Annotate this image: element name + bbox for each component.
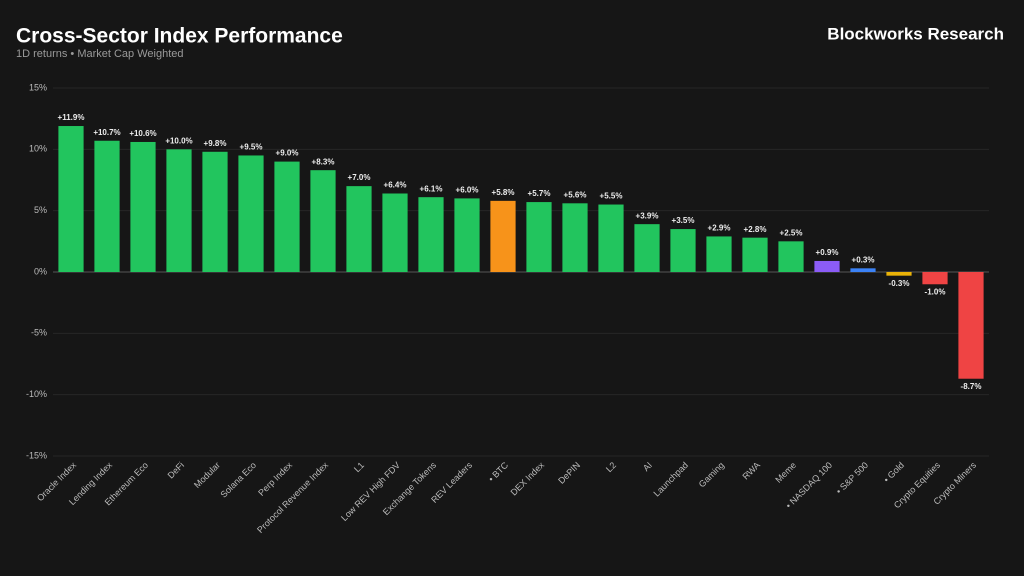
bar (670, 229, 696, 272)
bar (274, 161, 300, 272)
value-label: +3.9% (636, 211, 659, 220)
value-label: +8.3% (312, 157, 335, 166)
value-label: +2.5% (780, 228, 803, 237)
value-label: +10.6% (129, 129, 156, 138)
bar (94, 140, 120, 272)
chart-subtitle: 1D returns • Market Cap Weighted (16, 48, 184, 60)
bar (850, 268, 876, 272)
value-label: +2.8% (744, 225, 767, 234)
value-label: +6.4% (384, 181, 407, 190)
value-label: +7.0% (348, 173, 371, 182)
bar (346, 186, 372, 272)
bar (526, 202, 552, 272)
bar (778, 241, 804, 272)
value-label: +5.6% (564, 190, 587, 199)
bar (598, 204, 624, 272)
value-label: +10.0% (165, 136, 192, 145)
bar (418, 197, 444, 272)
bar (958, 272, 984, 379)
value-label: +3.5% (672, 216, 695, 225)
value-label: +5.8% (492, 188, 515, 197)
bar (562, 203, 588, 272)
value-label: +9.8% (204, 139, 227, 148)
brand: Blockworks Research (827, 24, 1004, 43)
bar (634, 224, 660, 272)
bar (706, 236, 732, 272)
bar (238, 155, 264, 272)
y-tick-label: 0% (34, 266, 47, 276)
y-tick-label: -15% (26, 450, 47, 460)
value-label: +9.5% (240, 143, 263, 152)
value-label: +6.0% (456, 186, 479, 195)
y-tick-label: 10% (29, 144, 47, 154)
bar (886, 272, 912, 276)
bar (922, 272, 948, 285)
value-label: -0.3% (889, 279, 910, 288)
value-label: +10.7% (93, 128, 120, 137)
value-label: -1.0% (925, 287, 946, 296)
bar (814, 260, 840, 272)
bar (166, 149, 192, 272)
y-tick-label: -5% (31, 328, 47, 338)
value-label: +11.9% (58, 113, 85, 122)
bar (58, 126, 84, 272)
value-label: +5.5% (600, 192, 623, 201)
chart-title: Cross-Sector Index Performance (16, 25, 343, 48)
bar (130, 141, 156, 272)
bar (310, 170, 336, 272)
value-label: +0.9% (816, 248, 839, 257)
value-label: +5.7% (528, 189, 551, 198)
y-tick-label: 5% (34, 205, 47, 215)
bar (454, 198, 480, 272)
bar (202, 151, 228, 272)
value-label: +6.1% (420, 184, 443, 193)
bar (742, 237, 768, 272)
bar (490, 200, 516, 272)
y-tick-label: 15% (29, 82, 47, 92)
value-label: -8.7% (961, 382, 982, 391)
value-label: +9.0% (276, 149, 299, 158)
value-label: +0.3% (852, 255, 875, 264)
value-label: +2.9% (708, 224, 731, 233)
y-tick-label: -10% (26, 389, 47, 399)
bar (382, 193, 408, 272)
